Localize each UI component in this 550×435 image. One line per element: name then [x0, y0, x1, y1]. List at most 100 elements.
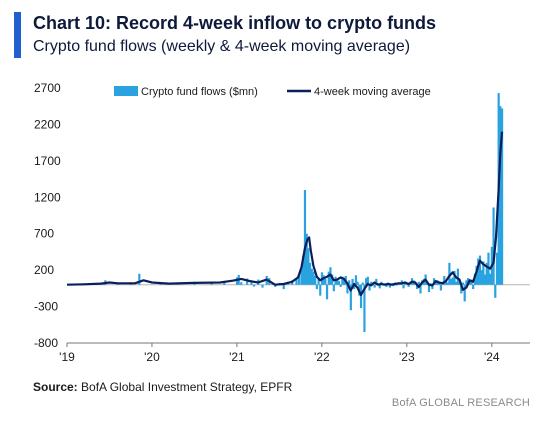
y-tick-label: 2200	[34, 117, 61, 131]
chart-subtitle: Crypto fund flows (weekly & 4-week movin…	[33, 38, 411, 55]
source-text: BofA Global Investment Strategy, EPFR	[81, 380, 293, 394]
flow-bar	[324, 278, 327, 285]
flow-bar	[472, 284, 475, 290]
flow-bar	[448, 262, 451, 285]
flow-bar	[349, 284, 352, 311]
flow-bar	[312, 271, 315, 285]
flow-bar	[477, 258, 480, 285]
flow-bar	[395, 284, 398, 286]
flow-bar	[223, 281, 226, 285]
flow-bar	[138, 273, 141, 285]
flow-bar	[327, 271, 330, 285]
flow-bar	[252, 284, 256, 287]
flow-bar	[240, 282, 243, 285]
flow-bar	[475, 265, 478, 285]
y-tick-label: 1200	[34, 190, 61, 204]
flow-bar	[370, 281, 373, 285]
title-accent-bar	[14, 12, 21, 58]
flow-bar	[499, 106, 502, 285]
flow-bar	[456, 268, 459, 285]
flow-bar	[417, 281, 420, 285]
flow-bar	[489, 273, 492, 285]
legend-swatch-bars	[114, 86, 138, 96]
y-tick-label: 2700	[34, 81, 61, 95]
flow-bar	[482, 261, 485, 285]
flow-bar	[346, 284, 349, 294]
x-tick-label: '24	[484, 350, 500, 364]
flow-bar	[385, 284, 388, 287]
flow-bar	[322, 275, 325, 285]
flow-bar	[361, 282, 364, 285]
chart-plot: 2700 2200 1700 1200 700 200 -300 -800'19 '20 '21 '…	[34, 81, 530, 364]
flow-bar	[460, 284, 463, 294]
flow-bar	[443, 275, 446, 285]
moving-average-line	[66, 131, 504, 296]
flow-bar	[500, 108, 504, 285]
flow-bar	[495, 252, 499, 285]
flow-bar	[274, 284, 277, 287]
x-tick-label: '19	[59, 350, 75, 364]
flow-bar	[461, 282, 465, 285]
flow-bar	[407, 284, 410, 287]
y-tick-label: 200	[34, 263, 54, 277]
source-note: Source: BofA Global Investment Strategy,…	[33, 380, 292, 394]
flow-bar	[373, 284, 376, 288]
legend-label-line: 4-week moving average	[314, 86, 431, 98]
flow-bar	[261, 284, 264, 288]
flow-bar	[478, 255, 482, 285]
flow-bar	[353, 284, 356, 290]
flow-bar	[307, 248, 310, 285]
flow-bar	[480, 270, 483, 285]
flow-bar	[319, 284, 322, 296]
x-tick-label: '23	[399, 350, 415, 364]
brand-watermark: BofA GLOBAL RESEARCH	[391, 397, 530, 409]
flow-bar	[315, 284, 318, 290]
flow-bar	[449, 278, 453, 285]
flow-bar	[308, 262, 312, 285]
flow-bar	[305, 233, 308, 285]
flow-bar	[468, 281, 471, 285]
flow-bar	[302, 255, 305, 285]
flow-bar	[363, 284, 366, 333]
flow-bar	[453, 270, 456, 285]
flow-bar	[342, 278, 346, 285]
flow-bar	[431, 284, 434, 290]
flow-bar	[366, 276, 369, 285]
flow-bar	[465, 280, 468, 285]
flow-bar	[444, 280, 448, 285]
x-tick-label: '20	[144, 350, 160, 364]
flow-bar	[419, 284, 422, 294]
flow-bar	[416, 284, 419, 290]
flow-bar	[337, 281, 341, 285]
flow-bar	[354, 275, 358, 285]
flow-bar	[332, 284, 335, 292]
chart-title: Chart 10: Record 4-week inflow to crypto…	[33, 13, 437, 33]
flow-bar	[485, 262, 488, 285]
flow-bar	[492, 207, 495, 285]
flow-bar	[388, 284, 392, 288]
flow-bar	[378, 284, 381, 289]
flow-bar	[300, 269, 303, 285]
flow-bar	[356, 281, 359, 285]
flow-bar	[250, 280, 253, 285]
flow-bar	[427, 284, 431, 292]
flow-bar	[368, 284, 371, 291]
legend-label-bars: Crypto fund flows ($mn)	[141, 86, 258, 98]
flow-bar	[451, 277, 454, 285]
flow-bar	[339, 284, 342, 287]
flow-bar	[351, 278, 354, 285]
flow-bar	[446, 282, 449, 285]
flow-bar	[438, 283, 441, 285]
flow-bar	[348, 280, 351, 285]
flow-bar	[325, 284, 329, 300]
flow-bar	[341, 276, 344, 285]
flow-bar	[463, 284, 466, 302]
flow-bar	[295, 278, 298, 285]
flow-bar	[483, 274, 487, 285]
flow-bar	[310, 268, 313, 285]
flow-bar	[402, 284, 405, 289]
flow-bar	[235, 277, 239, 285]
flow-bar	[282, 284, 285, 290]
y-tick-label: 700	[34, 227, 54, 241]
x-tick-label: '21	[229, 350, 245, 364]
